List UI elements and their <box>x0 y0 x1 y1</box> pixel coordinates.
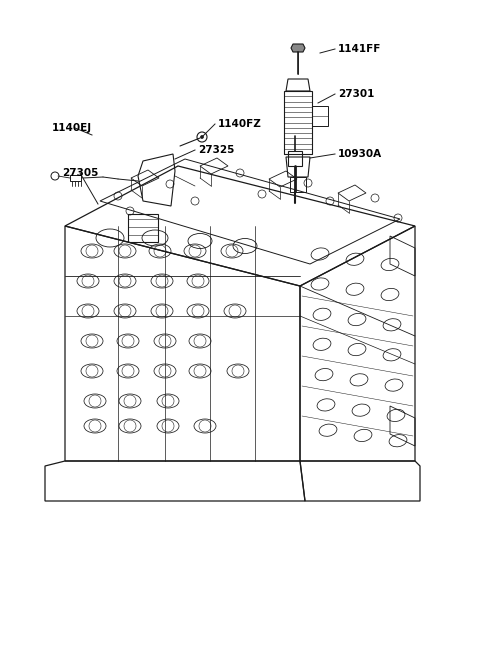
Text: 1140FZ: 1140FZ <box>218 119 262 129</box>
Text: 1140EJ: 1140EJ <box>52 123 92 133</box>
Text: 1141FF: 1141FF <box>338 44 382 54</box>
Text: 10930A: 10930A <box>338 149 382 159</box>
Circle shape <box>201 136 204 138</box>
Text: 27305: 27305 <box>62 168 98 178</box>
Polygon shape <box>291 44 305 52</box>
Text: 27301: 27301 <box>338 89 374 99</box>
Text: 27325: 27325 <box>198 145 234 155</box>
